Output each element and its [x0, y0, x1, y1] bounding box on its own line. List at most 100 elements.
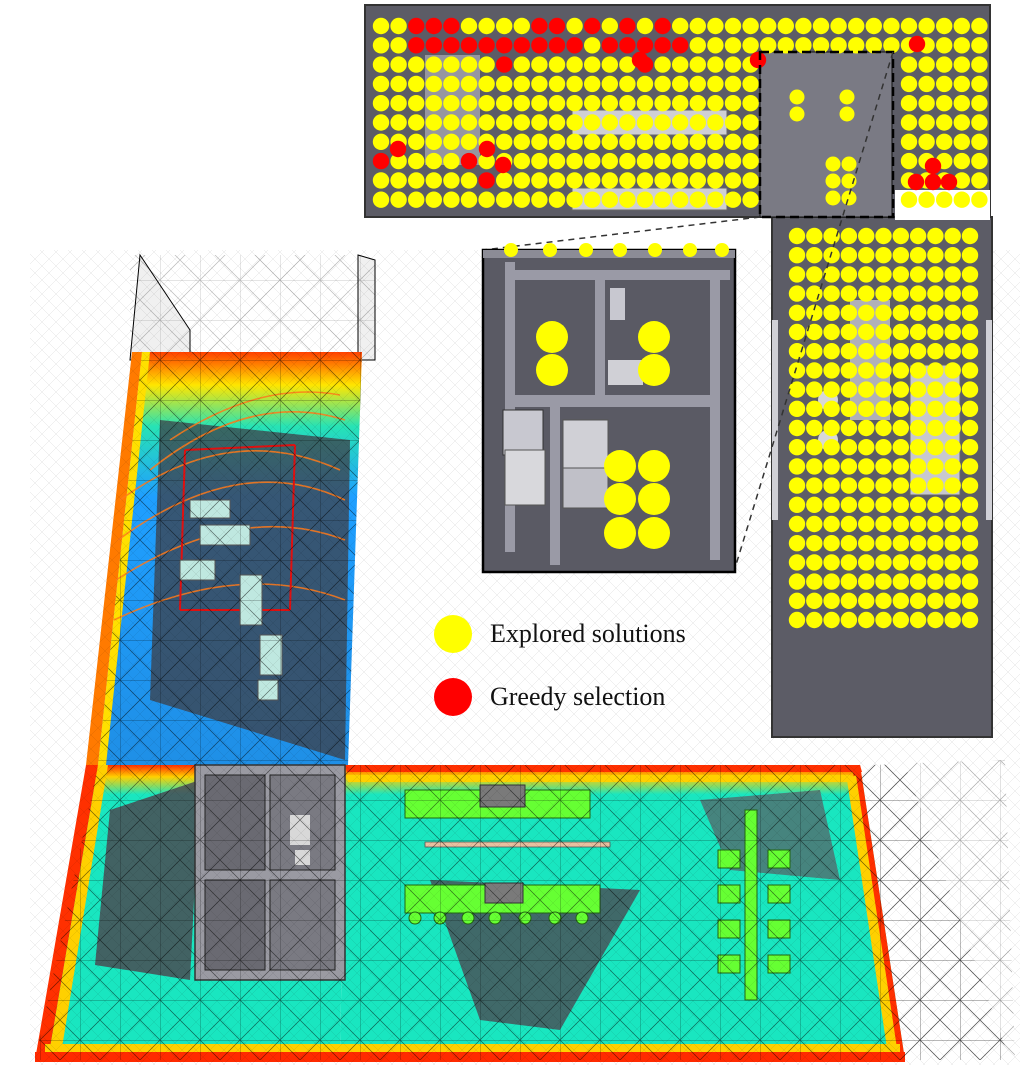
explored-dot	[875, 573, 892, 590]
explored-dot	[812, 37, 830, 54]
explored-dot	[654, 95, 671, 112]
explored-dot	[840, 458, 858, 475]
explored-dot	[839, 106, 855, 122]
explored-dot	[892, 419, 909, 437]
explored-dot	[858, 266, 875, 283]
explored-dot	[858, 554, 875, 571]
explored-dot	[840, 247, 858, 264]
inset-explored-dot	[536, 354, 568, 386]
explored-dot	[806, 592, 823, 609]
greedy-dot	[494, 156, 512, 174]
explored-dot	[390, 152, 407, 170]
explored-dot	[788, 285, 806, 302]
explored-dot	[840, 266, 858, 283]
explored-dot	[944, 592, 961, 609]
explored-dot	[892, 535, 909, 552]
explored-dot	[875, 554, 892, 571]
explored-dot	[875, 285, 892, 302]
explored-dot	[944, 227, 961, 245]
explored-dot	[390, 95, 407, 112]
explored-dot	[936, 133, 953, 150]
explored-dot	[875, 227, 892, 245]
explored-dot	[724, 191, 742, 208]
explored-dot	[875, 611, 892, 629]
explored-dot	[936, 75, 953, 93]
explored-dot	[548, 191, 566, 208]
explored-dot	[918, 191, 935, 208]
explored-dot	[372, 37, 390, 54]
explored-dot	[823, 477, 840, 494]
explored-dot	[806, 439, 823, 456]
explored-dot	[823, 285, 840, 302]
explored-dot	[654, 75, 671, 93]
explored-dot	[892, 515, 909, 533]
explored-dot	[408, 133, 425, 150]
inset-top-dots	[504, 243, 729, 257]
explored-dot	[892, 554, 909, 571]
explored-dot	[742, 114, 759, 131]
explored-dot	[390, 172, 407, 189]
explored-dot	[724, 75, 742, 93]
explored-dot	[961, 247, 979, 264]
explored-dot	[689, 191, 706, 208]
explored-dot	[478, 191, 495, 208]
explored-dot	[823, 227, 840, 245]
explored-dot	[892, 381, 909, 398]
explored-dot	[823, 400, 840, 417]
explored-dot	[566, 152, 583, 170]
explored-dot	[823, 496, 840, 513]
explored-dot	[823, 247, 840, 264]
explored-dot	[858, 611, 875, 629]
explored-dot	[823, 611, 840, 629]
inset-explored-dot	[638, 450, 670, 482]
explored-dot	[953, 17, 970, 35]
explored-dot	[858, 535, 875, 552]
explored-dot	[478, 75, 495, 93]
explored-dot	[566, 75, 583, 93]
explored-dot	[961, 304, 979, 321]
explored-dot	[883, 37, 900, 54]
explored-dot	[944, 515, 961, 533]
greedy-dot	[531, 37, 548, 54]
explored-dot	[425, 56, 442, 73]
explored-dot	[636, 172, 654, 189]
explored-dot	[788, 477, 806, 494]
greedy-dot	[478, 37, 495, 54]
explored-dot	[858, 458, 875, 475]
explored-dot	[909, 323, 927, 341]
explored-dot	[513, 114, 530, 131]
inset-explored-dot	[536, 321, 568, 353]
greedy-swatch	[434, 678, 472, 716]
explored-dot	[478, 56, 495, 73]
legend-explored-label: Explored solutions	[490, 619, 686, 648]
explored-dot	[927, 285, 944, 302]
explored-dot	[840, 477, 858, 494]
explored-dot	[909, 266, 927, 283]
explored-dot	[936, 37, 953, 54]
explored-dot	[909, 400, 927, 417]
greedy-dot	[940, 173, 958, 191]
explored-dot	[892, 439, 909, 456]
explored-dot	[823, 515, 840, 533]
explored-dot	[892, 477, 909, 494]
explored-dot	[927, 611, 944, 629]
explored-dot	[672, 133, 689, 150]
explored-dot	[548, 172, 566, 189]
explored-dot	[548, 95, 566, 112]
explored-dot	[654, 56, 671, 73]
explored-dot	[636, 114, 654, 131]
explored-dot	[566, 114, 583, 131]
explored-dot	[584, 133, 601, 150]
explored-dot	[944, 611, 961, 629]
explored-dot	[788, 496, 806, 513]
explored-dot	[971, 95, 988, 112]
explored-dot	[909, 611, 927, 629]
greedy-dot	[372, 152, 390, 170]
explored-dot	[566, 191, 583, 208]
explored-dot	[513, 133, 530, 150]
explored-dot	[961, 535, 979, 552]
explored-dot	[823, 419, 840, 437]
explored-dot	[619, 75, 636, 93]
explored-dot	[927, 227, 944, 245]
